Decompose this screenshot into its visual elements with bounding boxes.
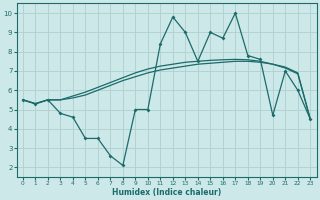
X-axis label: Humidex (Indice chaleur): Humidex (Indice chaleur) xyxy=(112,188,221,197)
